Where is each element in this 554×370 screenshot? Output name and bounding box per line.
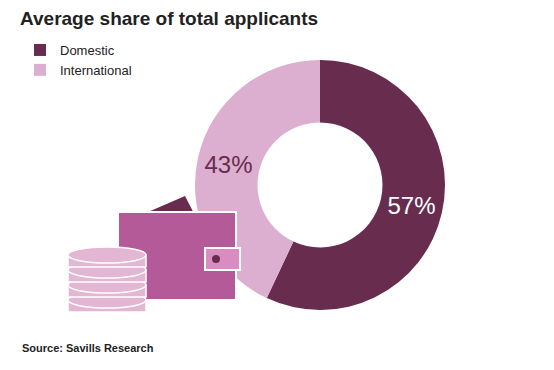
svg-text:Average share of total applica: Average share of total applicants [20,8,318,29]
svg-text:Domestic: Domestic [60,43,115,58]
svg-text:Source: Savills Research: Source: Savills Research [22,342,154,354]
svg-text:57%: 57% [387,192,435,219]
svg-text:43%: 43% [204,151,252,178]
svg-text:International: International [60,63,132,78]
